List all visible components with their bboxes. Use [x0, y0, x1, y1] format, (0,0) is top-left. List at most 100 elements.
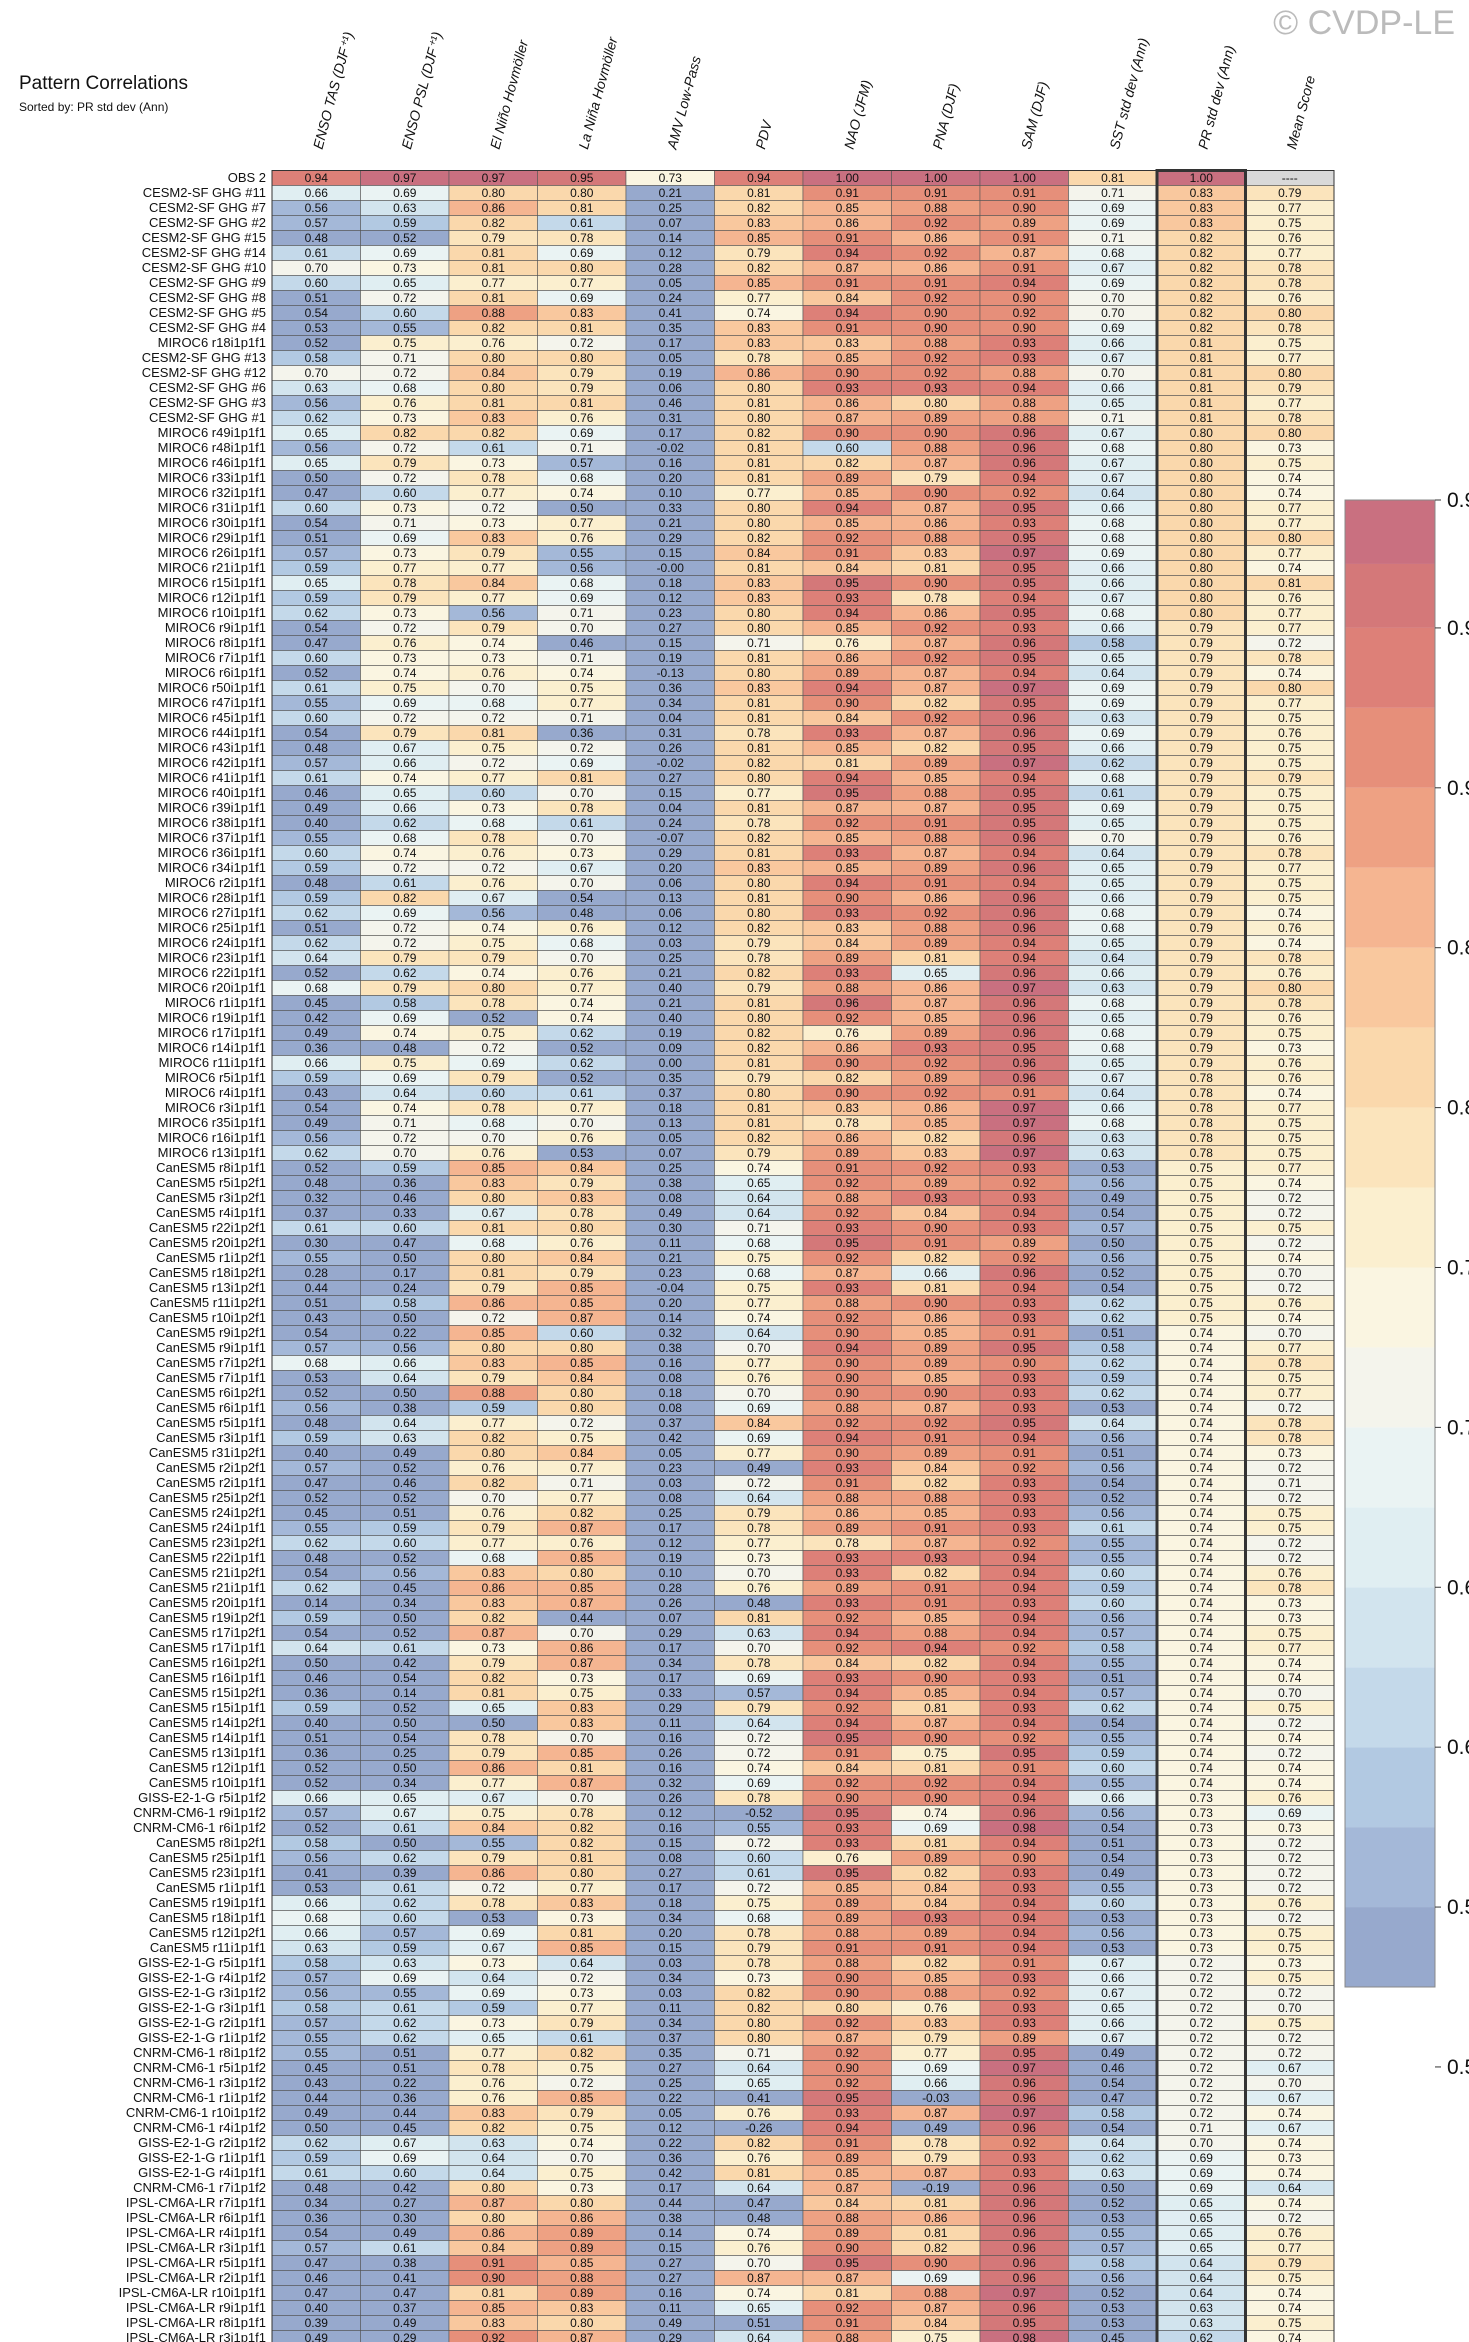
cell-value: 0.77	[482, 486, 506, 500]
cell-value: 0.95	[836, 1806, 860, 1820]
cell-value: 0.96	[1013, 861, 1037, 875]
cell-value: 0.87	[924, 1716, 948, 1730]
row-label: CESM2-SF GHG #5	[149, 305, 266, 320]
cell-value: 0.55	[570, 546, 594, 560]
cell-value: 0.71	[393, 1116, 417, 1130]
cell-value: 0.42	[393, 1656, 417, 1670]
cell-value: 0.81	[747, 651, 771, 665]
cell-value: 0.36	[393, 2091, 417, 2105]
cell-value: 0.72	[1278, 1281, 1302, 1295]
cell-value: 0.72	[393, 1131, 417, 1145]
cell-value: 0.82	[747, 2136, 771, 2150]
row-label: CanESM5 r24i1p2f1	[149, 1505, 266, 1520]
cell-value: 0.65	[924, 966, 948, 980]
cell-value: 0.82	[482, 1671, 506, 1685]
cell-value: 0.94	[836, 246, 860, 260]
cell-value: 0.78	[747, 1521, 771, 1535]
cell-value: 0.96	[1013, 426, 1037, 440]
cell-value: 0.79	[570, 366, 594, 380]
cell-value: 0.72	[1190, 2016, 1214, 2030]
cell-value: 0.78	[1278, 261, 1302, 275]
cell-value: 0.54	[393, 1671, 417, 1685]
cell-value: 0.45	[393, 2121, 417, 2135]
cell-value: 0.95	[836, 1866, 860, 1880]
cell-value: 0.74	[1278, 2286, 1302, 2300]
cell-value: 0.70	[393, 1146, 417, 1160]
cell-value: 0.64	[1101, 846, 1125, 860]
cell-value: 0.78	[1278, 951, 1302, 965]
cell-value: 0.78	[1190, 1101, 1214, 1115]
row-label: CNRM-CM6-1 r7i1p1f2	[133, 2180, 266, 2195]
row-label: CESM2-SF GHG #15	[142, 230, 266, 245]
cell-value: 0.83	[482, 1356, 506, 1370]
column-header: NAO (JFM)	[841, 78, 875, 150]
cell-value: 0.56	[1101, 1611, 1125, 1625]
cell-value: 0.66	[924, 2076, 948, 2090]
cell-value: 0.80	[570, 261, 594, 275]
cell-value: 0.86	[924, 1311, 948, 1325]
cell-value: 0.69	[1101, 201, 1125, 215]
cell-value: 0.93	[1013, 1221, 1037, 1235]
cell-value: 0.87	[570, 2331, 594, 2342]
cell-value: 0.72	[482, 861, 506, 875]
cell-value: 0.93	[836, 2106, 860, 2120]
cell-value: 0.68	[482, 1116, 506, 1130]
cell-value: 0.11	[659, 1236, 682, 1250]
cell-value: 0.81	[747, 996, 771, 1010]
cell-value: 0.39	[305, 2316, 329, 2330]
cell-value: 0.80	[1190, 501, 1214, 515]
cell-value: 0.72	[747, 1836, 771, 1850]
cell-value: 0.78	[482, 1731, 506, 1745]
cell-value: 0.67	[393, 1806, 417, 1820]
row-label: CanESM5 r8i1p2f1	[156, 1835, 266, 1850]
cell-value: 0.57	[305, 1461, 329, 1475]
cell-value: 0.90	[836, 1056, 860, 1070]
cell-value: 0.90	[1013, 201, 1037, 215]
cell-value: 0.60	[305, 651, 329, 665]
cell-value: 0.94	[1013, 951, 1037, 965]
cell-value: -0.03	[922, 2091, 950, 2105]
cell-value: 0.81	[747, 2166, 771, 2180]
cell-value: 0.60	[570, 1326, 594, 1340]
cell-value: 0.76	[836, 1851, 860, 1865]
cell-value: 0.55	[305, 2031, 329, 2045]
cell-value: -0.02	[657, 441, 685, 455]
row-label: GISS-E2-1-G r4i1p1f1	[138, 2165, 266, 2180]
cell-value: 0.50	[393, 1311, 417, 1325]
cell-value: 0.56	[393, 1341, 417, 1355]
cell-value: 0.12	[659, 1536, 683, 1550]
cell-value: 0.93	[1013, 2151, 1037, 2165]
cell-value: 0.24	[659, 816, 683, 830]
cell-value: 0.73	[747, 1551, 771, 1565]
cell-value: 0.74	[1278, 486, 1302, 500]
cell-value: 0.77	[747, 786, 771, 800]
cell-value: 0.93	[1013, 1881, 1037, 1895]
cell-value: 0.88	[924, 1986, 948, 2000]
cell-value: 0.88	[924, 336, 948, 350]
cell-value: 0.66	[1101, 576, 1125, 590]
cell-value: 0.46	[1101, 2061, 1125, 2075]
cell-value: 0.72	[482, 711, 506, 725]
cell-value: 0.84	[836, 711, 860, 725]
cell-value: 0.15	[659, 1941, 683, 1955]
cell-value: 0.93	[1013, 1371, 1037, 1385]
cell-value: 0.85	[836, 201, 860, 215]
cell-value: 0.90	[482, 2271, 506, 2285]
row-label: CanESM5 r5i1p2f1	[156, 1175, 266, 1190]
cell-value: 0.74	[1278, 2301, 1302, 2315]
cell-value: -0.26	[745, 2121, 773, 2135]
cell-value: 0.95	[836, 576, 860, 590]
cell-value: 0.72	[747, 1746, 771, 1760]
cell-value: 0.77	[1278, 201, 1302, 215]
row-label: CanESM5 r14i1p1f1	[149, 1730, 266, 1745]
cell-value: 0.98	[1013, 1821, 1037, 1835]
cell-value: 0.93	[1013, 1701, 1037, 1715]
cell-value: 0.74	[1190, 1431, 1214, 1445]
cell-value: 0.57	[305, 1971, 329, 1985]
cell-value: 0.52	[305, 1491, 329, 1505]
cell-value: 0.67	[1101, 351, 1125, 365]
cell-value: 0.72	[1278, 1881, 1302, 1895]
cell-value: 0.77	[1278, 246, 1302, 260]
cell-value: 0.68	[1101, 1026, 1125, 1040]
cell-value: 0.13	[659, 891, 683, 905]
